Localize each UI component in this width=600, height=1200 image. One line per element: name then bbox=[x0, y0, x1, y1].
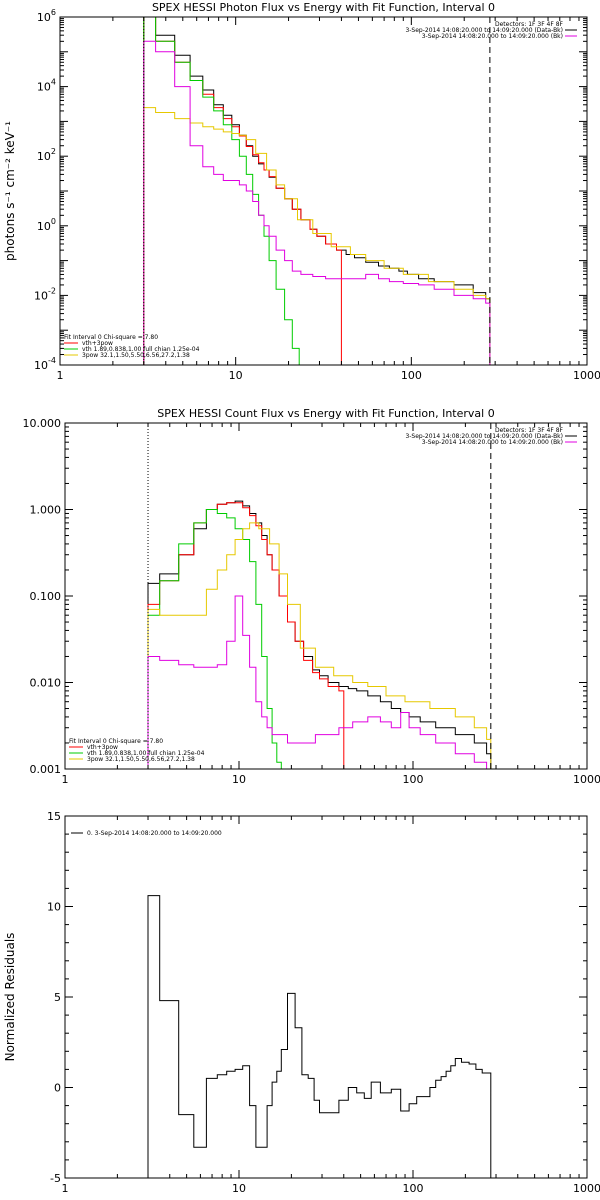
tick-group bbox=[64, 423, 588, 770]
y-tick-label: 100 bbox=[37, 217, 56, 233]
legend-entry: Fit Interval 0 Chi-square = 7.80 bbox=[69, 738, 163, 745]
series-line-2 bbox=[147, 509, 284, 769]
x-tick-label: 1000 bbox=[573, 369, 600, 382]
y-tick-label: 0 bbox=[54, 1082, 61, 1095]
x-tick-label: 1 bbox=[57, 369, 64, 382]
count-flux-plot: SPEX HESSI Count Flux vs Energy with Fit… bbox=[23, 407, 600, 786]
y-tick-label: 10 bbox=[47, 901, 61, 914]
y-tick-label: 0.010 bbox=[30, 677, 62, 690]
y-tick-label: 102 bbox=[37, 147, 56, 163]
x-tick-label: 100 bbox=[403, 773, 424, 786]
y-tick-label: 10-4 bbox=[34, 356, 56, 372]
x-tick-label: 1 bbox=[62, 1182, 69, 1195]
x-tick-label: 1000 bbox=[573, 1182, 600, 1195]
legend-top-right: Detectors: 1F 3F 4F 8F3-Sep-2014 14:08:2… bbox=[405, 427, 577, 446]
legend-entry: vth+3pow bbox=[82, 340, 113, 347]
series-group bbox=[147, 500, 492, 769]
series-line-2 bbox=[143, 17, 303, 365]
legend-entry: Detectors: 1F 3F 4F 8F bbox=[495, 21, 564, 28]
legend-entry: vth 1.89,0.838,1.00 full chian 1.25e-04 bbox=[87, 750, 205, 757]
y-tick-label: 5 bbox=[54, 991, 61, 1004]
y-axis-label: Normalized Residuals bbox=[3, 933, 17, 1062]
x-tick-label: 10 bbox=[232, 773, 246, 786]
plot-frame bbox=[59, 16, 588, 366]
y-tick-label: 0.001 bbox=[30, 763, 62, 776]
legend-entry: Fit Interval 0 Chi-square = 7.80 bbox=[64, 334, 158, 341]
tick-group bbox=[64, 815, 588, 1179]
y-tick-label: 0.100 bbox=[30, 590, 62, 603]
legend-entry: 3pow 32.1,1.50,5.50,6.56,27.2,1.38 bbox=[82, 352, 190, 359]
legend-entry: 3-Sep-2014 14:08:20.000 to 14:09:20.000 … bbox=[422, 33, 563, 40]
x-tick-label: 100 bbox=[403, 1182, 424, 1195]
chart-title: SPEX HESSI Photon Flux vs Energy with Fi… bbox=[152, 1, 495, 14]
legend-entry: vth 1.89,0.838,1.00 full chian 1.25e-04 bbox=[82, 346, 200, 353]
y-tick-label: 15 bbox=[47, 810, 61, 823]
series-line-4 bbox=[143, 40, 491, 365]
x-tick-label: 100 bbox=[401, 369, 422, 382]
legend-entry: 3-Sep-2014 14:08:20.000 to 14:09:20.000 … bbox=[405, 433, 563, 440]
x-tick-label: 1 bbox=[62, 773, 69, 786]
legend-top-right: Detectors: 1F 3F 4F 8F3-Sep-2014 14:08:2… bbox=[405, 21, 577, 40]
y-tick-label: 104 bbox=[37, 78, 56, 94]
series-line-0 bbox=[147, 895, 492, 1178]
series-line-4 bbox=[147, 595, 491, 769]
y-tick-label: 10-2 bbox=[34, 286, 56, 302]
y-tick-label: 1.000 bbox=[30, 504, 62, 517]
series-line-0 bbox=[147, 500, 492, 769]
series-line-0 bbox=[143, 17, 491, 365]
legend-entry: 3-Sep-2014 14:08:20.000 to 14:09:20.000 … bbox=[405, 27, 563, 34]
legend-bottom-left: Fit Interval 0 Chi-square = 7.80vth+3pow… bbox=[64, 334, 200, 359]
tick-group bbox=[59, 17, 588, 366]
x-tick-label: 10 bbox=[232, 1182, 246, 1195]
series-group bbox=[143, 17, 491, 365]
y-tick-label: 10.000 bbox=[23, 417, 62, 430]
series-line-3 bbox=[147, 522, 492, 769]
legend-bottom-left: Fit Interval 0 Chi-square = 7.80vth+3pow… bbox=[69, 738, 205, 763]
plot-frame bbox=[64, 422, 588, 770]
legend-entry: 0. 3-Sep-2014 14:08:20.000 to 14:09:20.0… bbox=[87, 830, 222, 837]
x-tick-label: 1000 bbox=[573, 773, 600, 786]
y-tick-label: 106 bbox=[37, 8, 56, 24]
residuals-plot: 1 10 100 1000 -5 0 5 10 15 Normalized Residuals 0.… bbox=[3, 810, 600, 1195]
y-tick-label: -5 bbox=[50, 1172, 61, 1185]
photon-flux-plot: SPEX HESSI Photon Flux vs Energy with Fi… bbox=[3, 1, 600, 382]
series-line-1 bbox=[143, 17, 342, 365]
legend-entry: 3pow 32.1,1.50,5.50,6.56,27.2,1.38 bbox=[87, 756, 195, 763]
legend-entry: vth+3pow bbox=[87, 744, 118, 751]
y-axis-label: photons s⁻¹ cm⁻² keV⁻¹ bbox=[3, 121, 17, 261]
series-line-3 bbox=[143, 107, 491, 365]
x-tick-label: 10 bbox=[229, 369, 243, 382]
legend-top-left: 0. 3-Sep-2014 14:08:20.000 to 14:09:20.0… bbox=[71, 830, 222, 837]
legend-entry: 3-Sep-2014 14:08:20.000 to 14:09:20.000 … bbox=[422, 439, 563, 446]
series-group bbox=[147, 895, 492, 1178]
legend-entry: Detectors: 1F 3F 4F 8F bbox=[495, 427, 564, 434]
plot-frame bbox=[64, 815, 588, 1179]
chart-title: SPEX HESSI Count Flux vs Energy with Fit… bbox=[157, 407, 494, 420]
